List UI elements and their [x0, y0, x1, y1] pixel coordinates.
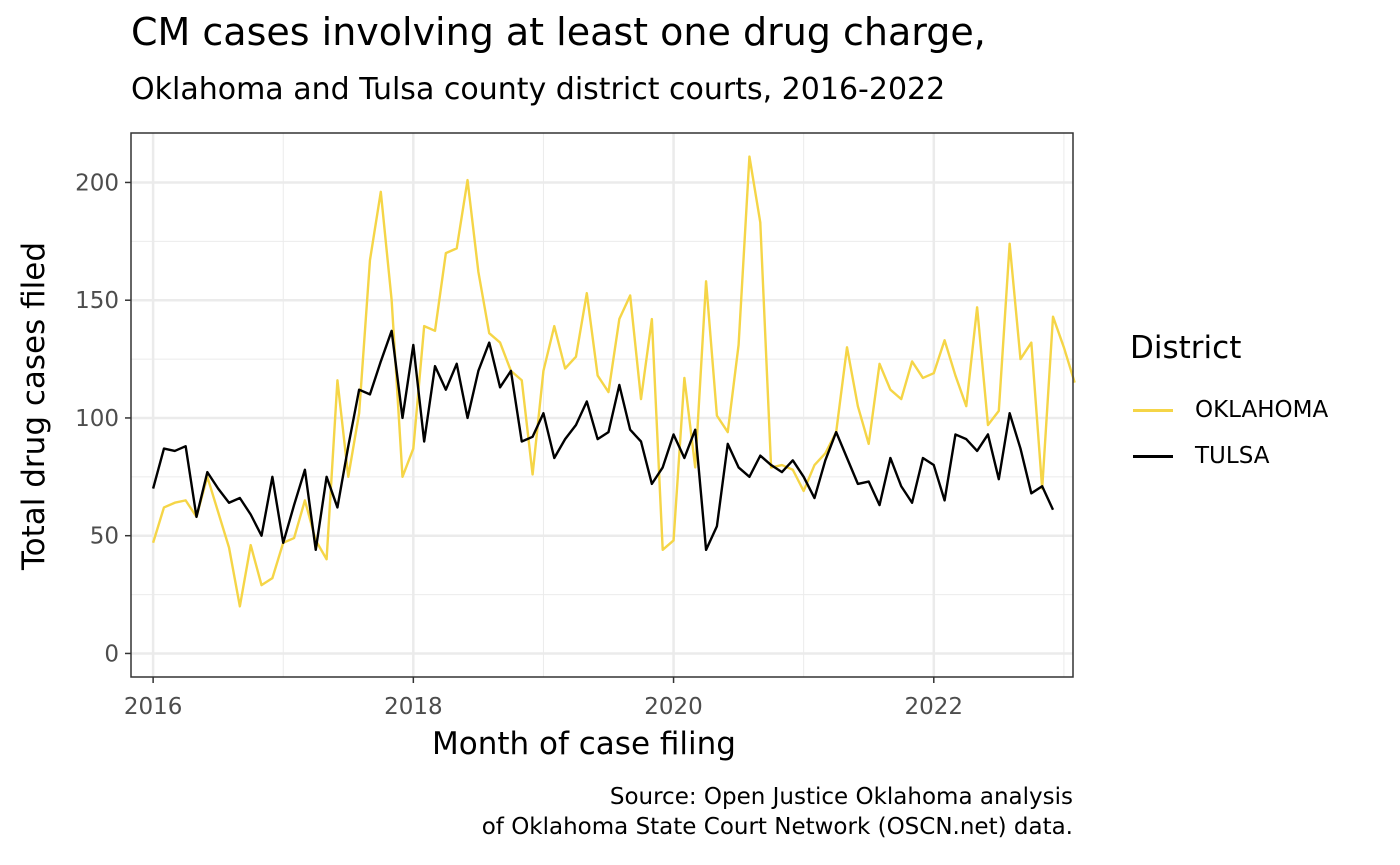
y-tick-label: 200	[75, 170, 119, 196]
legend-label-tulsa: TULSA	[1195, 443, 1270, 469]
legend-label-oklahoma: OKLAHOMA	[1195, 397, 1329, 423]
x-tick-label: 2022	[905, 694, 964, 720]
series-line-tulsa	[151, 329, 1055, 552]
y-tick-label: 0	[104, 641, 119, 667]
series-line-oklahoma	[151, 155, 1076, 608]
y-tick-label: 150	[75, 288, 119, 314]
x-tick-label: 2018	[384, 694, 443, 720]
y-tick-label: 100	[75, 406, 119, 432]
legend-key-oklahoma	[1133, 408, 1173, 412]
legend-item-oklahoma: OKLAHOMA	[1133, 395, 1328, 425]
legend-item-tulsa: TULSA	[1133, 441, 1269, 471]
panel-border	[130, 132, 1074, 678]
caption-line-1: Source: Open Justice Oklahoma analysis	[609, 784, 1073, 810]
x-axis-title: Month of case filing	[432, 726, 736, 762]
chart-subtitle: Oklahoma and Tulsa county district court…	[131, 72, 946, 107]
x-tick-label: 2016	[124, 694, 183, 720]
caption: Source: Open Justice Oklahoma analysis o…	[482, 782, 1073, 842]
legend-title: District	[1130, 330, 1242, 366]
x-tick-label: 2020	[644, 694, 703, 720]
y-tick-label: 50	[90, 524, 119, 550]
legend-key-tulsa	[1133, 454, 1173, 458]
chart-title: CM cases involving at least one drug cha…	[131, 10, 986, 54]
y-axis-title: Total drug cases filed	[16, 241, 52, 571]
caption-line-2: of Oklahoma State Court Network (OSCN.ne…	[481, 814, 1073, 840]
